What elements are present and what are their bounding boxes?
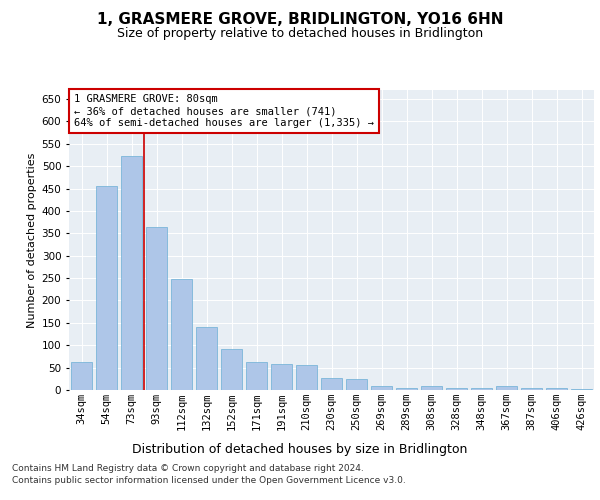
Text: Distribution of detached houses by size in Bridlington: Distribution of detached houses by size … [133,442,467,456]
Bar [171,279,192,390]
Y-axis label: Number of detached properties: Number of detached properties [28,152,37,328]
Bar [446,388,467,390]
Bar [296,365,317,390]
Text: Contains public sector information licensed under the Open Government Licence v3: Contains public sector information licen… [12,476,406,485]
Bar [396,388,417,390]
Bar [271,364,292,390]
Bar [421,386,442,390]
Bar [371,386,392,390]
Text: Contains HM Land Registry data © Crown copyright and database right 2024.: Contains HM Land Registry data © Crown c… [12,464,364,473]
Text: 1, GRASMERE GROVE, BRIDLINGTON, YO16 6HN: 1, GRASMERE GROVE, BRIDLINGTON, YO16 6HN [97,12,503,28]
Bar [221,349,242,390]
Text: Size of property relative to detached houses in Bridlington: Size of property relative to detached ho… [117,28,483,40]
Bar [121,156,142,390]
Bar [246,362,267,390]
Bar [96,186,117,390]
Bar [321,378,342,390]
Bar [146,226,167,390]
Bar [71,362,92,390]
Bar [196,328,217,390]
Bar [471,388,492,390]
Bar [571,388,592,390]
Bar [546,388,567,390]
Text: 1 GRASMERE GROVE: 80sqm
← 36% of detached houses are smaller (741)
64% of semi-d: 1 GRASMERE GROVE: 80sqm ← 36% of detache… [74,94,374,128]
Bar [521,388,542,390]
Bar [346,379,367,390]
Bar [496,386,517,390]
